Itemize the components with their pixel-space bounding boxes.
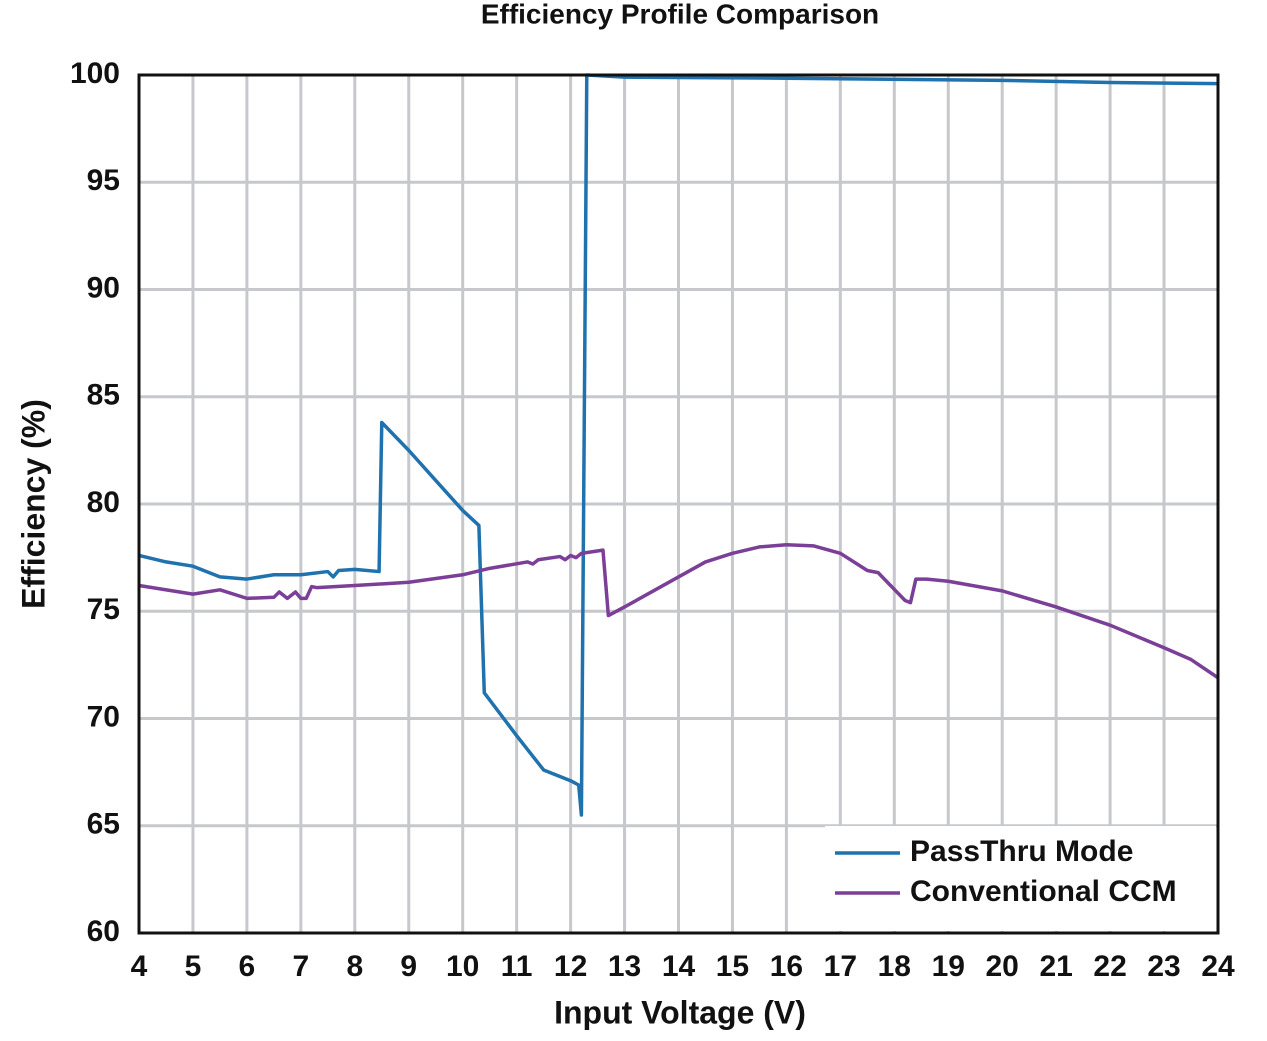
y-tick-label: 85 bbox=[87, 379, 120, 412]
x-tick-label: 21 bbox=[1039, 950, 1072, 983]
y-tick-label: 70 bbox=[87, 700, 120, 733]
x-tick-label: 9 bbox=[400, 950, 417, 983]
x-tick-label: 24 bbox=[1201, 950, 1235, 983]
x-tick-label: 14 bbox=[662, 950, 696, 983]
x-tick-label: 5 bbox=[185, 950, 202, 983]
x-tick-label: 17 bbox=[824, 950, 857, 983]
x-tick-label: 15 bbox=[716, 950, 749, 983]
x-tick-label: 13 bbox=[608, 950, 641, 983]
y-tick-label: 75 bbox=[87, 593, 120, 626]
y-tick-label: 95 bbox=[87, 164, 120, 197]
legend-label: PassThru Mode bbox=[910, 835, 1133, 868]
x-tick-label: 18 bbox=[878, 950, 911, 983]
x-axis-label: Input Voltage (V) bbox=[554, 994, 806, 1030]
x-tick-label: 12 bbox=[554, 950, 587, 983]
y-axis-label: Efficiency (%) bbox=[15, 399, 51, 609]
x-tick-label: 4 bbox=[131, 950, 148, 983]
x-tick-label: 11 bbox=[501, 950, 533, 983]
legend-label: Conventional CCM bbox=[910, 875, 1177, 908]
y-tick-label: 60 bbox=[87, 915, 120, 948]
x-tick-label: 16 bbox=[770, 950, 803, 983]
x-tick-label: 19 bbox=[932, 950, 965, 983]
y-tick-label: 100 bbox=[70, 57, 120, 90]
y-tick-label: 65 bbox=[87, 808, 120, 841]
plot-border bbox=[137, 73, 1220, 935]
chart-title: Efficiency Profile Comparison bbox=[481, 0, 879, 29]
x-tick-label: 22 bbox=[1093, 950, 1126, 983]
y-tick-label: 90 bbox=[87, 271, 120, 304]
x-tick-label: 8 bbox=[346, 950, 363, 983]
x-tick-label: 20 bbox=[986, 950, 1019, 983]
x-tick-label: 7 bbox=[293, 950, 310, 983]
legend bbox=[825, 826, 1216, 931]
x-tick-label: 10 bbox=[446, 950, 479, 983]
y-tick-label: 80 bbox=[87, 486, 120, 519]
data-line bbox=[138, 543, 1219, 680]
x-tick-label: 6 bbox=[239, 950, 256, 983]
x-tick-label: 23 bbox=[1147, 950, 1180, 983]
